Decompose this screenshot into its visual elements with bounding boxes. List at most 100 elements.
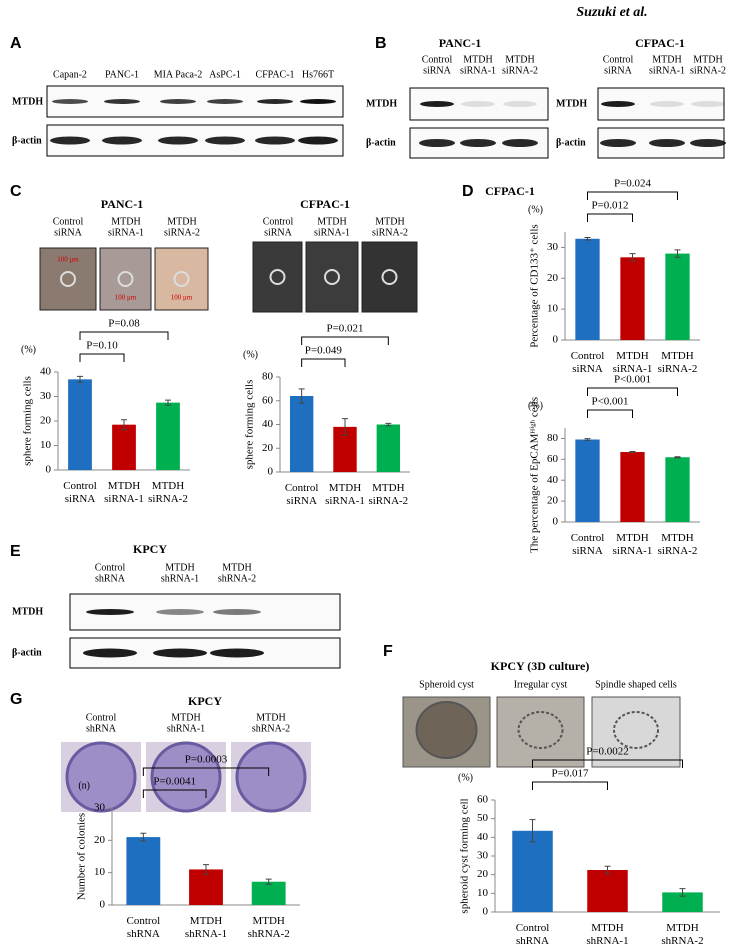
row-label: β-actin xyxy=(12,135,42,146)
lane-label: siRNA-2 xyxy=(372,227,408,238)
x-tick-label: MTDH shRNA-1 xyxy=(586,922,628,947)
lane-label: shRNA xyxy=(86,723,117,734)
blot-band xyxy=(460,139,496,147)
lane-label: MTDH xyxy=(463,54,492,65)
p-value: P=0.0022 xyxy=(586,746,629,758)
bar xyxy=(587,870,628,912)
cyst xyxy=(613,711,659,749)
lane-label: siRNA-1 xyxy=(108,227,144,238)
lane-label: MTDH xyxy=(111,216,140,227)
error-bar xyxy=(165,399,171,406)
scale-label: 100 μm xyxy=(171,294,193,302)
unit-label: (n) xyxy=(78,780,90,791)
error-bar xyxy=(674,456,681,459)
x-tick-label: Control siRNA xyxy=(571,350,605,375)
y-tick-label: 50 xyxy=(477,812,489,824)
y-tick-label: 30 xyxy=(94,802,106,814)
blot-band xyxy=(691,101,725,107)
significance-bracket xyxy=(587,191,678,200)
lane-label: shRNA-2 xyxy=(218,573,256,584)
error-bar xyxy=(121,419,127,431)
lane-label: MTDH xyxy=(171,712,200,723)
bar xyxy=(126,837,161,905)
bar xyxy=(620,452,645,522)
panel-letter: A xyxy=(10,35,22,52)
y-tick-label: 40 xyxy=(477,831,489,843)
lane-label: AsPC-1 xyxy=(209,69,241,80)
blot-band xyxy=(650,101,684,107)
micrograph xyxy=(591,696,681,768)
blot-band xyxy=(255,136,295,145)
error-bar xyxy=(679,888,686,897)
blot-band xyxy=(257,99,293,104)
lane-label: siRNA xyxy=(604,65,633,76)
lane-label: MTDH xyxy=(375,216,404,227)
bar xyxy=(156,402,180,470)
significance-bracket xyxy=(587,387,678,396)
y-tick-label: 20 xyxy=(477,868,489,880)
y-tick-label: 20 xyxy=(262,442,274,454)
cyst xyxy=(517,711,564,749)
p-value: P=0.012 xyxy=(591,200,628,212)
lane-label: Control xyxy=(603,54,634,65)
unit-label: (%) xyxy=(21,344,36,355)
error-bar xyxy=(629,253,636,262)
lane-label: PANC-1 xyxy=(105,69,139,80)
x-tick-label: Control siRNA xyxy=(285,482,319,507)
blot-band xyxy=(102,136,142,145)
micrograph xyxy=(305,241,359,313)
bar xyxy=(575,439,600,522)
lane-label: shRNA-1 xyxy=(161,573,199,584)
significance-bracket xyxy=(532,759,683,768)
blot-band xyxy=(210,648,264,658)
p-value: P=0.017 xyxy=(551,768,589,780)
error-bar xyxy=(298,388,305,404)
lane-label: siRNA-1 xyxy=(460,65,496,76)
p-value: P=0.049 xyxy=(305,345,343,357)
p-value: P=0.0041 xyxy=(153,776,196,788)
y-tick-label: 60 xyxy=(262,394,274,406)
blot-band xyxy=(86,609,134,615)
blot-band xyxy=(419,139,455,147)
x-tick-label: MTDH siRNA-2 xyxy=(148,480,188,505)
panel-title: PANC-1 xyxy=(101,197,143,211)
y-tick-label: 10 xyxy=(547,303,559,315)
blot-band xyxy=(503,101,537,107)
x-tick-label: MTDH siRNA-2 xyxy=(368,482,408,507)
lane-label: MTDH xyxy=(652,54,681,65)
y-tick-label: 40 xyxy=(547,474,559,486)
panel-title: CFPAC-1 xyxy=(635,36,685,50)
bar xyxy=(376,424,401,472)
panel-title: PANC-1 xyxy=(439,36,481,50)
micrograph xyxy=(39,247,97,311)
blot-band xyxy=(160,99,196,104)
unit-label: (%) xyxy=(243,349,258,360)
cell-cluster xyxy=(60,271,76,287)
blot-band xyxy=(420,101,454,107)
p-value: P=0.021 xyxy=(326,323,363,335)
blot-band xyxy=(690,139,726,147)
y-tick-label: 20 xyxy=(40,415,52,427)
unit-label: (%) xyxy=(528,400,543,411)
lane-label: siRNA xyxy=(54,227,83,238)
significance-bracket xyxy=(587,213,633,222)
panel-title: CFPAC-1 xyxy=(485,184,535,198)
unit-label: (%) xyxy=(528,204,543,215)
blot-band xyxy=(158,136,198,145)
lane-label: MTDH xyxy=(505,54,534,65)
bar xyxy=(251,881,286,905)
x-tick-label: Control siRNA xyxy=(63,480,97,505)
blot-band xyxy=(213,609,261,615)
micrograph xyxy=(252,241,303,313)
error-bar xyxy=(674,249,681,258)
cell-cluster xyxy=(269,269,286,285)
blot-band xyxy=(50,136,90,145)
micrograph xyxy=(361,241,418,313)
unit-label: (%) xyxy=(458,772,473,783)
cell-cluster xyxy=(173,271,190,287)
y-tick-label: 60 xyxy=(547,453,559,465)
y-axis-label: The percentage of EpCAMᴴⁱᵍʰ cells xyxy=(529,397,541,553)
y-axis-label: spheroid cyst forming cell xyxy=(459,798,471,913)
row-label: MTDH xyxy=(556,98,587,109)
p-value: P=0.0003 xyxy=(185,754,228,766)
